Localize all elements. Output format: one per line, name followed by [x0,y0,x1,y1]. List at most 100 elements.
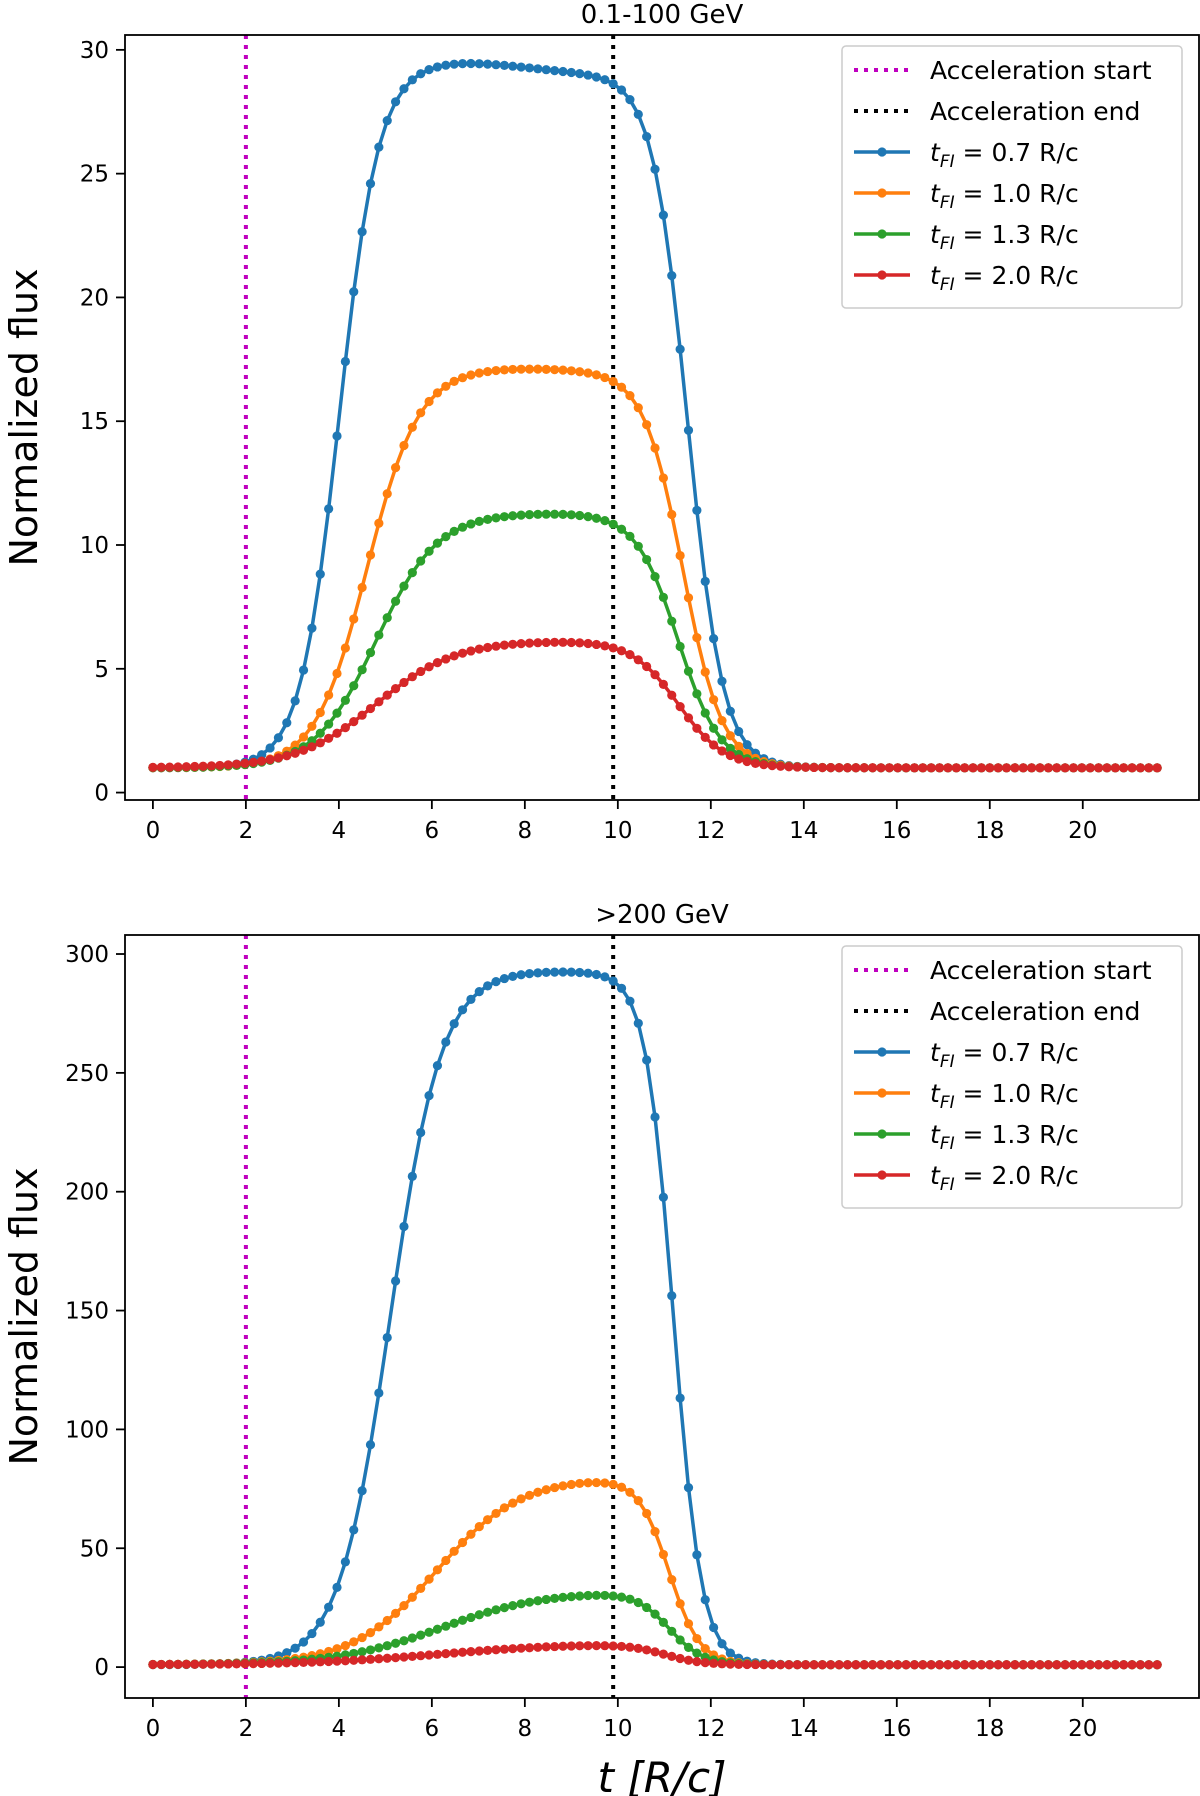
data-point [683,1482,694,1493]
data-point [909,763,920,773]
data-point [658,1192,668,1202]
data-point [709,1658,719,1668]
data-point [1001,1660,1012,1670]
data-point [1102,1660,1112,1670]
data-point [357,1632,367,1643]
data-point [667,509,677,520]
data-point [257,750,267,760]
data-point [1027,763,1037,773]
data-point [650,572,660,582]
data-point [1144,763,1154,773]
data-point [566,1479,576,1490]
data-point [809,1660,819,1670]
x-tick-label: 20 [1068,818,1097,844]
data-point [365,550,376,560]
data-point [449,1546,459,1556]
data-point [625,650,635,660]
data-point [390,684,401,694]
data-point [692,1550,702,1560]
data-point [591,370,602,380]
data-point [374,1622,384,1632]
data-point [667,1651,677,1661]
data-point [583,1478,593,1488]
data-point [884,763,894,773]
data-point [692,632,702,643]
x-tick-label: 8 [518,818,533,844]
data-point [298,745,309,755]
data-point [441,654,451,664]
data-point [884,1660,894,1670]
data-point [893,763,903,773]
data-point [759,760,769,770]
data-point [332,708,342,718]
legend-label: tFI = 0.7 R/c [930,138,1079,172]
x-tick-label: 12 [696,818,725,844]
data-point [365,1645,376,1655]
data-point [625,1642,635,1652]
data-point [382,1332,392,1343]
data-point [558,967,568,977]
data-point [575,69,585,79]
data-point [365,1654,376,1664]
data-point [734,741,744,751]
data-point [349,1637,359,1647]
legend-label: Acceleration start [930,56,1152,85]
data-point [842,763,853,773]
data-point [709,740,719,750]
x-tick-label: 2 [239,1716,254,1742]
x-tick-label: 16 [882,818,911,844]
data-point [1010,1660,1020,1670]
data-point [1110,1660,1120,1670]
data-point [466,646,476,656]
data-point [332,728,342,738]
data-point [457,373,468,383]
data-point [683,1642,694,1652]
y-tick-label: 300 [65,942,109,968]
data-point [633,1496,643,1506]
data-point [625,1487,635,1497]
data-point [265,755,275,765]
data-point [985,1660,995,1670]
data-point [324,504,334,514]
data-point [566,1591,576,1602]
data-point [583,968,593,978]
data-point [600,641,610,651]
data-point [1119,763,1129,773]
data-point [491,365,501,376]
x-tick-label: 14 [789,1716,818,1742]
data-point [474,644,484,654]
data-point [550,1482,560,1493]
data-point [801,1660,811,1670]
data-point [717,746,727,756]
data-point [834,763,844,773]
data-point [600,1641,610,1651]
data-point [399,1636,409,1646]
data-point [156,762,166,772]
data-point [432,657,443,668]
data-point [524,1643,535,1653]
data-point [642,661,652,672]
legend-marker [877,1047,887,1057]
data-point [633,1597,643,1608]
data-point [407,422,417,432]
data-point [650,164,660,174]
data-point [357,1647,367,1657]
data-point [675,1599,685,1609]
legend-label: Acceleration end [930,997,1140,1026]
data-point [491,1645,501,1655]
legend-marker [877,229,887,239]
data-point [416,408,426,418]
data-point [349,1655,359,1665]
data-point [382,690,392,700]
data-point [432,1649,443,1659]
data-point [558,1481,568,1491]
data-point [683,1619,694,1629]
data-point [566,1641,576,1651]
data-point [231,1659,242,1669]
data-point [165,1659,175,1669]
data-point [432,538,443,548]
data-point [667,616,677,626]
legend-box [841,945,1183,1209]
data-point [449,1648,459,1658]
data-point [206,1659,217,1669]
